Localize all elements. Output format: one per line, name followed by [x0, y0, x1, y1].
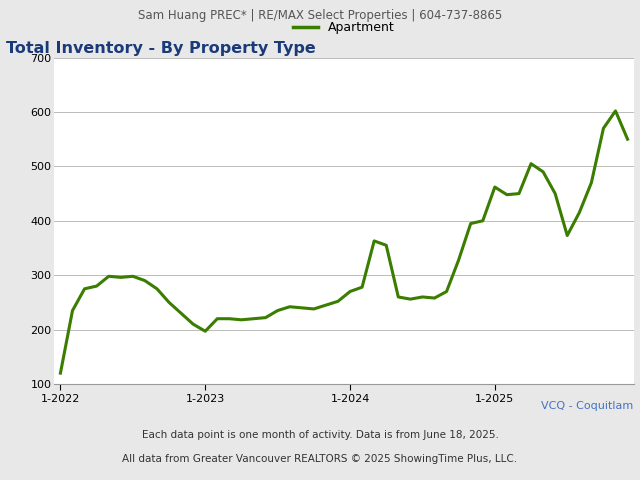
Text: All data from Greater Vancouver REALTORS © 2025 ShowingTime Plus, LLC.: All data from Greater Vancouver REALTORS…: [122, 454, 518, 464]
Text: Sam Huang PREC* | RE/MAX Select Properties | 604-737-8865: Sam Huang PREC* | RE/MAX Select Properti…: [138, 9, 502, 22]
Text: VCQ - Coquitlam: VCQ - Coquitlam: [541, 401, 634, 411]
Legend: Apartment: Apartment: [293, 22, 395, 35]
Text: Each data point is one month of activity. Data is from June 18, 2025.: Each data point is one month of activity…: [141, 430, 499, 440]
Text: Total Inventory - By Property Type: Total Inventory - By Property Type: [6, 41, 316, 56]
